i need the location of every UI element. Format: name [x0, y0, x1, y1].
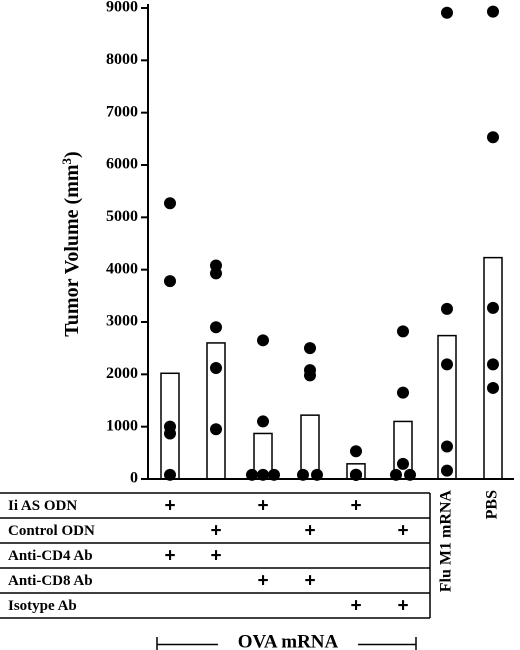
data-point	[297, 468, 309, 481]
y-tick-label: 3000	[106, 313, 138, 330]
condition-table: Ii AS ODN + + + Control ODN + + + Anti-CD4 Ab + + A…	[0, 492, 431, 619]
condition-row-label: Anti-CD4 Ab	[8, 548, 93, 564]
condition-plus-mark: +	[350, 596, 361, 617]
data-point	[210, 423, 222, 436]
data-point	[257, 415, 269, 428]
data-point	[441, 302, 453, 315]
condition-plus-mark: +	[164, 496, 175, 517]
data-point	[350, 468, 362, 481]
data-point	[350, 445, 362, 458]
condition-plus-mark: +	[164, 546, 175, 567]
ova-bracket: OVA mRNA	[156, 631, 417, 650]
y-ticks: 0 1000 2000 3000 4000 5000 6000 7000 8000 9000	[106, 0, 148, 487]
data-point	[441, 464, 453, 477]
data-point	[164, 427, 176, 440]
data-point	[246, 468, 258, 481]
condition-row-label: Anti-CD8 Ab	[8, 573, 93, 589]
data-point	[441, 358, 453, 371]
condition-plus-mark: +	[210, 546, 221, 567]
bars-layer	[160, 256, 503, 480]
y-tick-label: 2000	[106, 365, 138, 382]
condition-row-label: Isotype Ab	[8, 598, 77, 614]
data-point	[304, 342, 316, 355]
y-tick-label: 8000	[106, 51, 138, 68]
data-point	[257, 334, 269, 347]
data-point	[164, 275, 176, 288]
y-axis-label: Tumor Volume (mm3)	[59, 151, 83, 336]
data-point	[487, 358, 499, 371]
extra-group-labels: Flu M1 mRNA PBS	[438, 490, 501, 593]
y-tick-label: 0	[130, 470, 138, 487]
condition-plus-mark: +	[304, 521, 315, 542]
data-point	[404, 468, 416, 481]
condition-plus-mark: +	[304, 571, 315, 592]
data-point	[311, 468, 323, 481]
condition-row-label: Control ODN	[8, 523, 95, 539]
y-tick-label: 4000	[106, 260, 138, 277]
y-tick-label: 9000	[106, 0, 138, 16]
data-point	[441, 440, 453, 453]
data-point	[397, 386, 409, 399]
data-point	[210, 362, 222, 375]
data-point	[304, 369, 316, 382]
data-point	[397, 457, 409, 470]
condition-plus-mark: +	[257, 496, 268, 517]
data-point	[268, 468, 280, 481]
data-point	[487, 131, 499, 144]
condition-plus-mark: +	[350, 496, 361, 517]
data-point	[397, 325, 409, 338]
group-label-vertical: Flu M1 mRNA	[438, 490, 455, 593]
data-point	[487, 301, 499, 314]
condition-plus-mark: +	[397, 521, 408, 542]
condition-plus-mark: +	[210, 521, 221, 542]
group-label-vertical: PBS	[484, 490, 501, 519]
bar	[437, 334, 457, 480]
data-point	[390, 468, 402, 481]
y-tick-label: 5000	[106, 208, 138, 225]
points-layer	[164, 5, 499, 481]
bracket-label: OVA mRNA	[238, 631, 339, 650]
data-point	[210, 267, 222, 280]
condition-row-label: Ii AS ODN	[8, 498, 77, 514]
y-tick-label: 7000	[106, 103, 138, 120]
y-tick-label: 1000	[106, 417, 138, 434]
data-point	[164, 197, 176, 210]
data-point	[164, 468, 176, 481]
condition-plus-mark: +	[257, 571, 268, 592]
data-point	[257, 468, 269, 481]
data-point	[441, 6, 453, 19]
data-point	[487, 381, 499, 394]
data-point	[210, 321, 222, 334]
condition-plus-mark: +	[397, 596, 408, 617]
y-tick-label: 6000	[106, 156, 138, 173]
data-point	[487, 5, 499, 18]
